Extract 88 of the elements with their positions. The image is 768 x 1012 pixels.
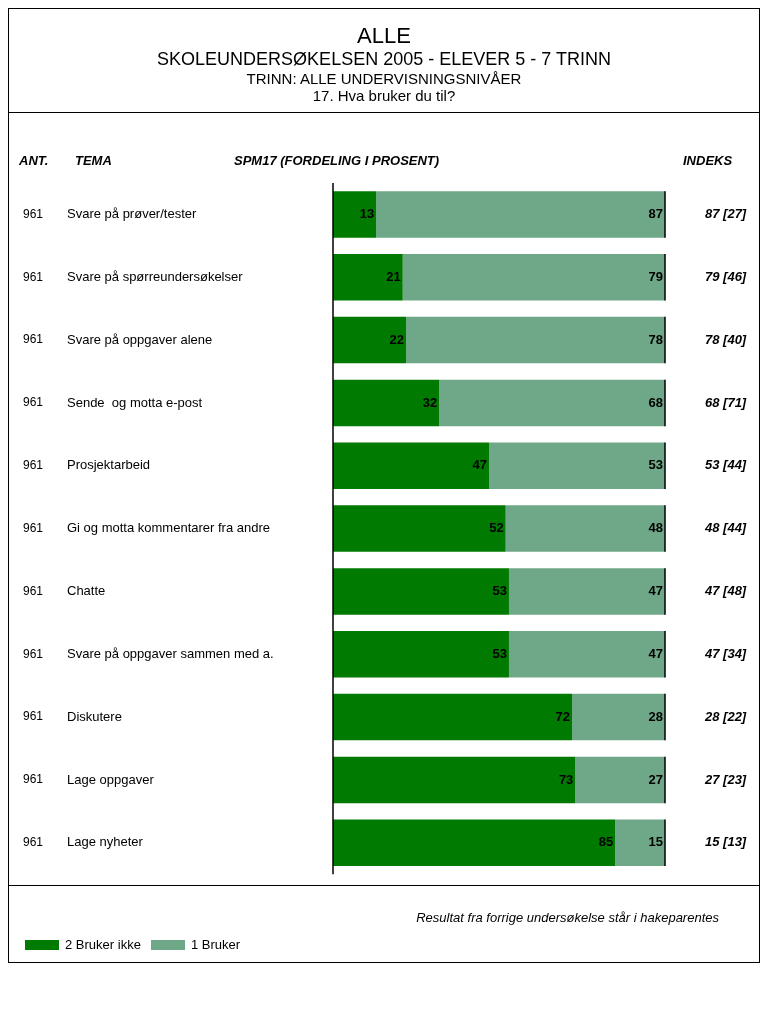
data-label: 22 [389,331,405,347]
data-label: 73 [558,771,574,787]
text: 68 [71] [705,394,747,410]
text: 78 [40] [705,331,747,347]
data-label: 52 [489,520,504,536]
data-label: 53 [492,583,507,599]
text: 47 [48] [704,583,747,599]
y-tick-label: Chatte [67,583,106,599]
text: 961 [23,583,44,598]
data-label: 21 [386,268,401,284]
bar [333,693,573,741]
data-label: 27 [648,771,663,787]
text: 961 [23,520,44,535]
y-tick-label: Svare på oppgaver alene [67,331,213,347]
bar [508,631,665,678]
bar [333,631,509,678]
bar [402,254,665,301]
data-label: 47 [472,457,488,473]
data-label: 47 [648,583,663,599]
data-label: 32 [422,394,438,410]
text: 961 [23,458,44,473]
data-label: 53 [648,457,663,473]
data-label: 78 [648,331,663,347]
text: 961 [23,709,44,724]
text: SPM17 (FORDELING I PROSENT) [234,152,440,168]
bar [333,756,576,804]
text: 27 [23] [704,771,747,787]
bar [406,316,665,364]
bar [508,568,665,615]
y-tick-label: Lage nyheter [67,834,144,850]
data-label: 13 [359,206,375,221]
text: TRINN: ALLE UNDERVISNINGSNIVÅER [245,70,523,87]
y-tick-label: Gi og motta kommentarer fra andre [67,520,271,536]
bar [333,442,490,490]
text: 17. Hva bruker du til? [311,87,457,104]
text: 48 [44] [704,520,747,536]
text: 28 [22] [704,708,747,724]
bar [489,442,665,490]
text: TEMA [75,152,112,168]
text: 961 [23,269,44,284]
text: 87 [27] [705,206,747,221]
text: 53 [44] [705,457,747,473]
text: 79 [46] [705,268,747,284]
text: 47 [34] [704,645,747,661]
bar [333,316,407,364]
text: 961 [23,646,44,661]
data-label: 72 [555,708,571,724]
data-label: 47 [648,645,663,661]
text: 961 [23,332,44,347]
text: ANT. [18,152,49,168]
y-tick-label: Sende og motta e-post [67,394,203,410]
data-label: 15 [648,834,663,850]
text: 961 [23,395,44,410]
data-label: 68 [648,394,663,410]
bar [572,693,665,741]
bar [333,254,403,301]
bar [333,568,509,615]
text: Resultat fra forrige undersøkelse står i hakeparentes [415,910,720,925]
y-tick-label: Svare på oppgaver sammen med a. [67,645,274,661]
text: 961 [23,772,44,787]
y-tick-label: Prosjektarbeid [67,457,151,473]
bar [615,819,665,867]
y-tick-label: Svare på prøver/tester [67,206,197,221]
text: INDEKS [683,152,733,168]
data-label: 85 [598,834,614,850]
bar [575,756,665,804]
chart-subtitle: SKOLEUNDERSØKELSEN 2005 - ELEVER 5 - 7 TRINN [156,49,612,70]
data-label: 87 [648,206,663,221]
data-label: 53 [492,645,507,661]
y-tick-label: Lage oppgaver [67,771,155,787]
text: 961 [23,835,44,850]
bar [333,505,506,552]
data-label: 28 [648,708,663,724]
y-tick-label: Svare på spørreundersøkelser [67,268,244,284]
bar [505,505,665,552]
bar [376,191,665,238]
bar [333,819,616,867]
data-label: 79 [648,268,663,284]
data-label: 48 [648,520,663,536]
bar [439,379,665,427]
legend-label: 1 Bruker [190,937,241,952]
bar [333,191,377,238]
text: 961 [23,206,44,221]
y-tick-label: Diskutere [67,708,122,724]
legend-label: 2 Bruker ikke [65,937,141,952]
text: 15 [13] [705,834,747,850]
chart-title: ALLE [356,23,412,49]
bar [333,379,440,427]
